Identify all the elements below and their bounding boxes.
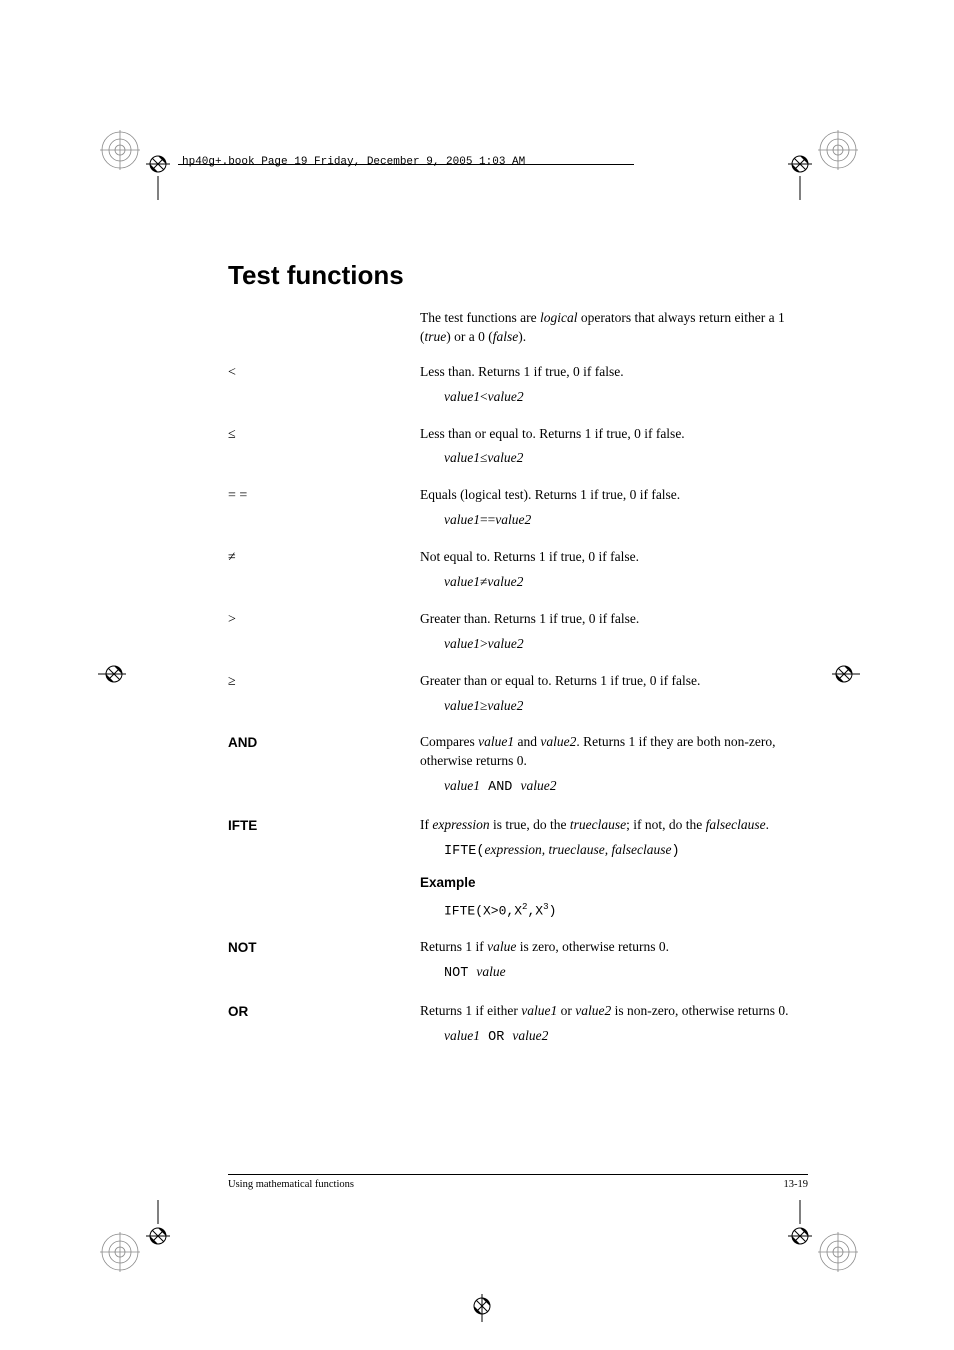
entry-gt: > Greater than. Returns 1 if true, 0 if … [228,610,808,666]
entry-desc: Greater than or equal to. Returns 1 if t… [420,672,808,728]
entry-or: OR Returns 1 if either value1 or value2 … [228,1002,808,1060]
entry-syntax: value1≠value2 [444,573,808,592]
entry-desc: Compares value1 and value2. Returns 1 if… [420,733,808,810]
entry-syntax: value1>value2 [444,635,808,654]
entry-syntax: value1 AND value2 [444,777,808,798]
page-footer: Using mathematical functions 13-19 [228,1174,808,1190]
entry-syntax: NOT value [444,963,808,984]
entry-label: ≥ [228,672,420,728]
entry-syntax: value1≥value2 [444,697,808,716]
crop-mark-br [788,1200,860,1272]
example-heading: Example [420,874,808,893]
crop-mark-mr [820,654,860,694]
entry-syntax: IFTE(expression, trueclause, falseclause… [444,841,808,862]
entry-desc: Less than or equal to. Returns 1 if true… [420,425,808,481]
entry-syntax: value1<value2 [444,388,808,407]
crop-mark-tl [98,128,170,200]
section-title: Test functions [228,260,808,291]
entry-ne: ≠ Not equal to. Returns 1 if true, 0 if … [228,548,808,604]
crop-mark-bc [462,1282,502,1322]
header-text: hp40g+.book Page 19 Friday, December 9, … [182,156,525,168]
entry-and: AND Compares value1 and value2. Returns … [228,733,808,810]
entry-desc: Returns 1 if value is zero, otherwise re… [420,938,808,996]
entry-eq: = = Equals (logical test). Returns 1 if … [228,486,808,542]
crop-mark-bl [98,1200,170,1272]
footer-right: 13-19 [784,1179,809,1190]
entry-le: ≤ Less than or equal to. Returns 1 if tr… [228,425,808,481]
entry-ge: ≥ Greater than or equal to. Returns 1 if… [228,672,808,728]
entry-label: = = [228,486,420,542]
entry-label: NOT [228,938,420,996]
entry-label: < [228,363,420,419]
entry-syntax: value1==value2 [444,511,808,530]
entry-desc: If expression is true, do the trueclause… [420,816,808,932]
entry-not: NOT Returns 1 if value is zero, otherwis… [228,938,808,996]
entry-desc: Less than. Returns 1 if true, 0 if false… [420,363,808,419]
entry-label: OR [228,1002,420,1060]
page-content: Test functions The test functions are lo… [228,260,808,1066]
footer-left: Using mathematical functions [228,1179,354,1190]
entry-desc: Greater than. Returns 1 if true, 0 if fa… [420,610,808,666]
entry-lt: < Less than. Returns 1 if true, 0 if fal… [228,363,808,419]
entry-syntax: value1 OR value2 [444,1027,808,1048]
entry-desc: Not equal to. Returns 1 if true, 0 if fa… [420,548,808,604]
crop-mark-ml [98,654,138,694]
entry-desc: Equals (logical test). Returns 1 if true… [420,486,808,542]
entry-label: > [228,610,420,666]
crop-mark-tr [788,128,860,200]
example-code: IFTE(X>0,X2,X3) [444,901,808,921]
entry-syntax: value1≤value2 [444,449,808,468]
entry-desc: Returns 1 if either value1 or value2 is … [420,1002,808,1060]
entry-ifte: IFTE If expression is true, do the truec… [228,816,808,932]
entry-label: ≠ [228,548,420,604]
entry-label: ≤ [228,425,420,481]
intro-paragraph: The test functions are logical operators… [420,309,808,347]
entry-label: AND [228,733,420,810]
entry-label: IFTE [228,816,420,932]
